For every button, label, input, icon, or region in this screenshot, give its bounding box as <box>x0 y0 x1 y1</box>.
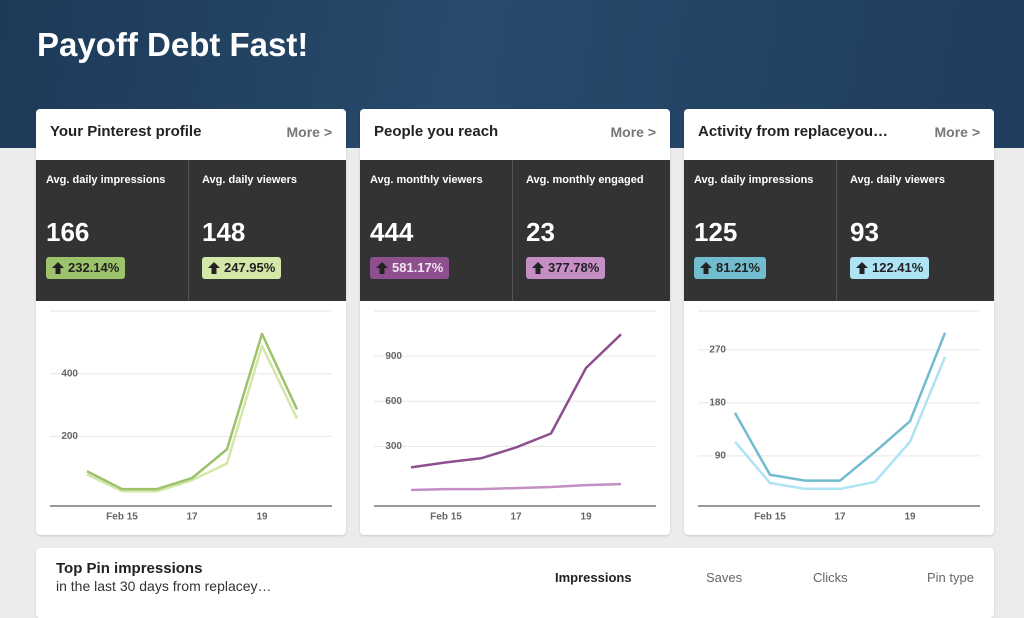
stats-panel: Avg. monthly viewers 444 581.17% Avg. month… <box>360 160 670 301</box>
stat-value: 444 <box>370 217 414 247</box>
series-line <box>733 332 947 482</box>
change-badge: 247.95% <box>202 257 282 279</box>
up-arrow <box>856 262 868 274</box>
y-tick-label: 270 <box>709 345 726 356</box>
up-arrow <box>532 262 544 274</box>
stat-label: Avg. daily impressions <box>46 174 166 186</box>
section-subtitle: in the last 30 days from replacey… <box>56 578 272 594</box>
series-line <box>86 332 299 491</box>
up-arrow <box>700 262 712 274</box>
card-title: People you reach <box>374 123 499 140</box>
stat-value: 93 <box>850 217 879 247</box>
x-tick-label: 17 <box>510 512 522 523</box>
x-tick-label: 17 <box>186 512 198 523</box>
more-link[interactable]: More > <box>934 124 980 140</box>
x-tick-label: 19 <box>580 512 592 523</box>
stat-label: Avg. monthly viewers <box>370 174 483 186</box>
stat-value: 148 <box>202 217 246 247</box>
card-title: Your Pinterest profile <box>50 123 202 140</box>
stat-label: Avg. daily impressions <box>694 174 814 186</box>
change-badge: 232.14% <box>46 257 126 279</box>
x-tick-label: 19 <box>904 512 916 523</box>
series-line <box>734 356 947 491</box>
divider <box>836 160 837 301</box>
y-tick-label: 400 <box>61 368 78 379</box>
column-header[interactable]: Pin type <box>927 570 974 585</box>
line-chart: 200 400 Feb 15 17 19 <box>50 310 332 523</box>
change-badge: 581.17% <box>370 257 450 279</box>
series-line <box>86 344 299 493</box>
stat-label: Avg. monthly engaged <box>526 174 644 186</box>
more-link[interactable]: More > <box>286 124 332 140</box>
stat-value: 125 <box>694 217 738 247</box>
change-badge: 377.78% <box>526 257 606 279</box>
stat-value: 166 <box>46 217 90 247</box>
y-tick-label: 600 <box>385 396 402 407</box>
column-header[interactable]: Impressions <box>555 570 632 585</box>
column-header[interactable]: Saves <box>706 570 743 585</box>
y-tick-label: 900 <box>385 351 402 362</box>
series-line <box>410 482 622 492</box>
stat-label: Avg. daily viewers <box>850 174 945 186</box>
y-tick-label: 90 <box>715 451 727 462</box>
stats-panel: Avg. daily impressions 166 232.14% Avg. dai… <box>36 160 346 301</box>
column-header[interactable]: Clicks <box>813 570 848 585</box>
series-line <box>410 333 622 469</box>
top-pins-card: Top Pin impressions in the last 30 days f… <box>36 548 994 618</box>
change-badge: 81.21% <box>694 257 767 279</box>
up-arrow <box>376 262 388 274</box>
page-title: Payoff Debt Fast! <box>37 26 309 63</box>
x-tick-label: 19 <box>256 512 268 523</box>
card-title: Activity from replaceyou… <box>698 123 889 140</box>
line-chart: 300 600 900 Feb 15 17 19 <box>374 310 656 523</box>
stat-card: Activity from replaceyou… More > Avg. dail… <box>684 109 994 535</box>
divider <box>512 160 513 301</box>
stat-value: 23 <box>526 217 555 247</box>
change-badge: 122.41% <box>850 257 930 279</box>
line-chart: 90 180 270 Feb 15 17 19 <box>698 310 980 523</box>
stat-card: People you reach More > Avg. monthly viewe… <box>360 109 670 535</box>
y-tick-label: 180 <box>709 398 726 409</box>
x-tick-label: Feb 15 <box>430 512 462 523</box>
stat-label: Avg. daily viewers <box>202 174 297 186</box>
y-tick-label: 300 <box>385 441 402 452</box>
divider <box>188 160 189 301</box>
up-arrow <box>208 262 220 274</box>
stats-panel: Avg. daily impressions 125 81.21% Avg. dail… <box>684 160 994 301</box>
more-link[interactable]: More > <box>610 124 656 140</box>
up-arrow <box>52 262 64 274</box>
x-tick-label: Feb 15 <box>754 512 786 523</box>
y-tick-label: 200 <box>61 431 78 442</box>
x-tick-label: 17 <box>834 512 846 523</box>
section-title: Top Pin impressions <box>56 560 203 577</box>
stat-card: Your Pinterest profile More > Avg. daily i… <box>36 109 346 535</box>
x-tick-label: Feb 15 <box>106 512 138 523</box>
